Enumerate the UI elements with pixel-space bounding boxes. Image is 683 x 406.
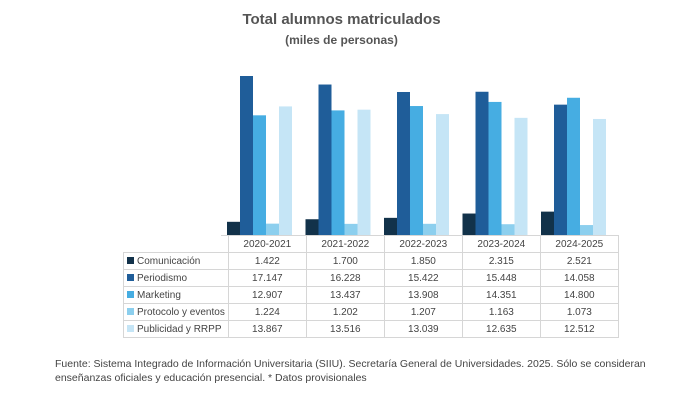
table-cell: 12.635 [461, 320, 541, 338]
table-cell: 1.850 [383, 252, 463, 270]
table-cell: 2.315 [461, 252, 541, 270]
legend-label: Publicidad y RRPP [137, 323, 222, 335]
bar-Marketing-2023-2024 [488, 101, 502, 235]
table-header-2021-2022: 2021-2022 [305, 235, 385, 253]
table-cell: 13.516 [305, 320, 385, 338]
bar-Comunicación-2020-2021 [227, 221, 240, 235]
bar-Protocolo y eventos-2023-2024 [501, 224, 515, 235]
legend-label: Protocolo y eventos [137, 306, 225, 318]
table-header-2022-2023: 2022-2023 [383, 235, 463, 253]
footnote: Fuente: Sistema Integrado de Información… [55, 358, 646, 384]
table-cell: 14.351 [461, 286, 541, 304]
table-cell: 15.448 [461, 269, 541, 287]
bar-chart [221, 76, 612, 236]
table-row: Protocolo y eventos 1.224 1.202 1.207 1.163 1… [123, 303, 619, 321]
bar-Periodismo-2022-2023 [397, 91, 410, 235]
bar-Publicidad y RRPP-2023-2024 [514, 117, 528, 235]
data-table: 2020-2021 2021-2022 2022-2023 2023-2024 2024… [123, 235, 619, 338]
table-corner [124, 236, 229, 253]
table-cell: 14.058 [539, 269, 619, 287]
chart-subtitle: (miles de personas) [285, 33, 398, 47]
legend-label: Comunicación [137, 255, 201, 267]
table-cell: 1.073 [539, 303, 619, 321]
bar-Protocolo y eventos-2020-2021 [266, 223, 279, 235]
table-row: Comunicación 1.422 1.700 1.850 2.315 2.521 [123, 252, 619, 270]
bar-Periodismo-2021-2022 [318, 84, 332, 235]
legend-swatch [127, 290, 134, 298]
bar-Comunicación-2022-2023 [384, 217, 397, 235]
table-cell: 2.521 [539, 252, 619, 270]
table-cell: 12.512 [539, 320, 619, 338]
legend-entry: Comunicación [123, 252, 229, 270]
table-cell: 13.908 [383, 286, 463, 304]
bar-Publicidad y RRPP-2022-2023 [436, 114, 449, 235]
bar-Comunicación-2024-2025 [541, 211, 554, 235]
table-cell: 15.422 [383, 269, 463, 287]
legend-swatch [127, 256, 134, 264]
bar-Marketing-2024-2025 [567, 97, 580, 235]
bar-Publicidad y RRPP-2024-2025 [593, 118, 606, 235]
legend-swatch [127, 307, 134, 315]
table-row: Periodismo 17.147 16.228 15.422 15.448 14.058 [123, 269, 619, 287]
bar-Protocolo y eventos-2022-2023 [423, 223, 436, 235]
table-cell: 1.163 [461, 303, 541, 321]
legend-entry: Periodismo [123, 269, 229, 287]
table-cell: 1.700 [305, 252, 385, 270]
bar-Marketing-2021-2022 [331, 110, 345, 235]
bar-Marketing-2022-2023 [410, 106, 423, 235]
table-row: Marketing 12.907 13.437 13.908 14.351 14.800 [123, 286, 619, 304]
legend-label: Periodismo [137, 272, 188, 284]
table-cell: 14.800 [539, 286, 619, 304]
bar-Publicidad y RRPP-2020-2021 [279, 106, 292, 236]
legend-swatch [127, 324, 134, 332]
table-header-2024-2025: 2024-2025 [539, 235, 619, 253]
bar-Marketing-2020-2021 [253, 115, 266, 235]
table-cell: 13.437 [305, 286, 385, 304]
table-cell: 1.207 [383, 303, 463, 321]
bar-Periodismo-2024-2025 [554, 104, 567, 235]
legend-entry: Publicidad y RRPP [123, 320, 229, 338]
table-cell: 1.422 [227, 252, 307, 270]
table-cell: 1.202 [305, 303, 385, 321]
table-cell: 12.907 [227, 286, 307, 304]
bar-Comunicación-2023-2024 [462, 213, 476, 235]
legend-label: Marketing [137, 289, 181, 301]
table-cell: 16.228 [305, 269, 385, 287]
bar-Protocolo y eventos-2024-2025 [580, 225, 593, 235]
table-row: Publicidad y RRPP 13.867 13.516 13.039 12.63… [123, 320, 619, 338]
table-header-2023-2024: 2023-2024 [461, 235, 541, 253]
chart-title: Total alumnos matriculados [242, 11, 441, 28]
bar-Publicidad y RRPP-2021-2022 [357, 109, 371, 235]
table-cell: 1.224 [227, 303, 307, 321]
bar-Periodismo-2020-2021 [240, 76, 253, 235]
table-cell: 17.147 [227, 269, 307, 287]
bar-Comunicación-2021-2022 [305, 219, 319, 235]
bar-Periodismo-2023-2024 [475, 91, 489, 235]
table-cell: 13.039 [383, 320, 463, 338]
legend-entry: Protocolo y eventos [123, 303, 229, 321]
bar-Protocolo y eventos-2021-2022 [344, 223, 358, 235]
table-cell: 13.867 [227, 320, 307, 338]
legend-entry: Marketing [123, 286, 229, 304]
table-header-2020-2021: 2020-2021 [227, 235, 307, 253]
legend-swatch [127, 273, 134, 281]
